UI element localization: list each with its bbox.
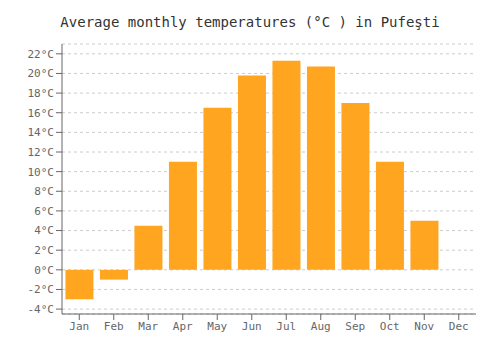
svg-text:Dec: Dec [449,320,469,333]
svg-text:16°C: 16°C [28,107,55,120]
svg-text:Aug: Aug [311,320,331,333]
svg-text:-4°C: -4°C [28,303,55,316]
svg-text:May: May [207,320,227,333]
svg-text:Oct: Oct [380,320,400,333]
svg-text:0°C: 0°C [34,264,54,277]
svg-text:Jan: Jan [69,320,89,333]
html-text:Average monthly temperatures (: Average monthly temperatures (°C ) in Pu… [60,14,440,30]
svg-text:4°C: 4°C [34,224,54,237]
svg-text:6°C: 6°C [34,205,54,218]
svg-text:Jun: Jun [242,320,262,333]
svg-text:20°C: 20°C [28,67,55,80]
svg-text:Feb: Feb [104,320,124,333]
svg-text:Jul: Jul [276,320,296,333]
svg-text:14°C: 14°C [28,126,55,139]
svg-text:-2°C: -2°C [28,283,55,296]
svg-text:12°C: 12°C [28,146,55,159]
svg-text:22°C: 22°C [28,48,55,61]
svg-text:Apr: Apr [173,320,193,333]
svg-text:18°C: 18°C [28,87,55,100]
svg-text:Mar: Mar [138,320,158,333]
svg-text:Nov: Nov [414,320,434,333]
svg-text:Sep: Sep [345,320,365,333]
svg-text:2°C: 2°C [34,244,54,257]
svg-text:8°C: 8°C [34,185,54,198]
svg-text:10°C: 10°C [28,166,55,179]
